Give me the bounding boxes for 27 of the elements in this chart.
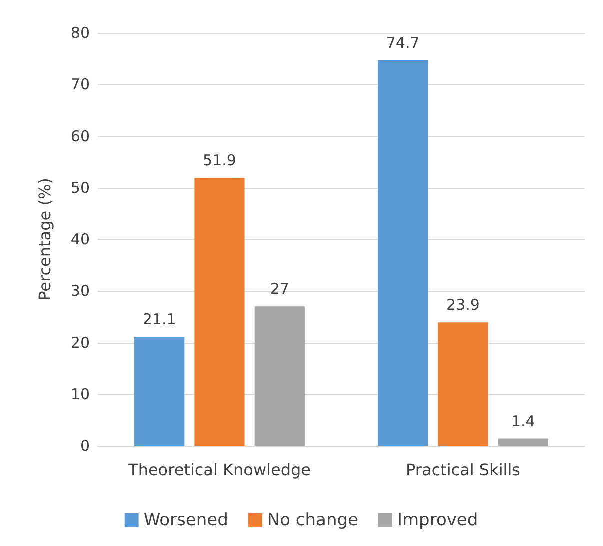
y-tick-label: 20	[70, 334, 90, 352]
y-tick-label: 10	[70, 385, 90, 404]
data-label: 21.1	[142, 310, 176, 329]
y-tick-label: 80	[70, 24, 90, 42]
data-label: 23.9	[446, 296, 480, 314]
y-tick-label: 30	[70, 282, 90, 300]
bar	[498, 438, 548, 446]
bar	[134, 337, 185, 446]
bar	[378, 60, 428, 446]
data-label: 1.4	[511, 412, 536, 430]
y-axis-title: Percentage (%)	[36, 178, 54, 301]
legend-label: Worsened	[144, 510, 228, 530]
bar	[438, 322, 488, 446]
y-tick-label: 60	[70, 127, 90, 146]
y-tick-label: 50	[70, 178, 90, 197]
bar	[194, 178, 245, 446]
legend-label: No change	[267, 510, 358, 530]
bar	[254, 306, 305, 446]
data-label: 74.7	[386, 34, 420, 52]
y-tick-label: 0	[80, 437, 90, 455]
data-label: 27	[270, 280, 290, 298]
x-tick-label: Practical Skills	[406, 460, 520, 480]
y-tick-label: 70	[70, 76, 90, 94]
legend-label: Improved	[397, 510, 478, 530]
x-tick-label: Theoretical Knowledge	[128, 460, 311, 480]
data-label: 51.9	[203, 152, 236, 170]
y-tick-label: 40	[70, 230, 90, 248]
